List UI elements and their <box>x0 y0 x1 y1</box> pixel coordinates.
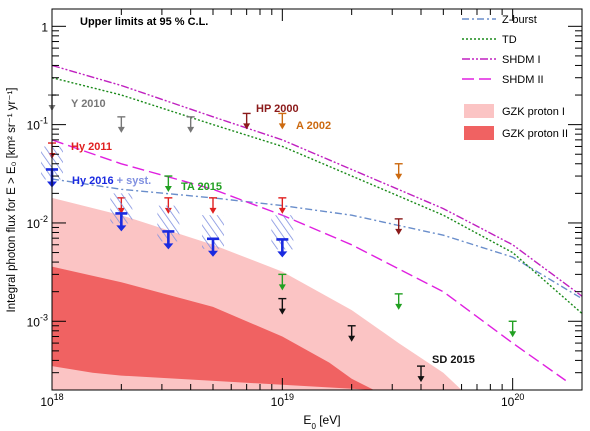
limit-arrow-hy-2016-syst <box>276 238 289 258</box>
upper-limits: Y 2010 HP 2000 A 2002 Hy 2011 TA 2015 SD 2015… <box>41 94 517 383</box>
tick-exp: 18 <box>54 392 64 402</box>
limit-arrow-hy-2016-syst <box>115 212 128 232</box>
limit-head <box>348 335 356 342</box>
limit-arrow-a-2002 <box>278 112 287 130</box>
gzk-bands <box>52 197 462 390</box>
legend-label-td: TD <box>502 34 517 46</box>
limit-head <box>278 123 286 130</box>
y-tick-label: 10-3 <box>27 312 48 329</box>
legend-label-shdm-ii: SHDM II <box>502 74 544 86</box>
limit-label-main: Hy 2016 <box>72 175 117 187</box>
tick-base: 10 <box>27 119 41 133</box>
legend-label-gzk-proton-i: GZK proton I <box>502 106 565 118</box>
tick-base: 10 <box>27 315 41 329</box>
tick-base: 10 <box>501 395 515 409</box>
limit-head <box>243 123 251 130</box>
limit-head <box>395 303 403 310</box>
limit-label: Hy 2016 + syst. <box>72 175 151 187</box>
header-note: Upper limits at 95 % C.L. <box>80 16 208 28</box>
limit-arrow-a-2002 <box>394 163 403 180</box>
y-tick-label: 10-2 <box>27 214 48 231</box>
limit-head <box>278 284 286 291</box>
limit-arrow-sd-2015 <box>417 365 426 383</box>
x-tick-label: 1018 <box>40 392 63 409</box>
limit-arrow-y-2010 <box>117 116 126 133</box>
limit-arrow-hy-2016-syst <box>206 237 219 257</box>
tick-base: 10 <box>40 395 54 409</box>
limit-head <box>278 207 286 214</box>
legend: Z-burst TD SHDM I SHDM II GZK proton I GZK pr… <box>462 14 568 140</box>
limit-arrow-hp-2000 <box>242 112 251 130</box>
series-shdm-ii <box>52 139 567 382</box>
plot-frame <box>51 8 583 391</box>
tick-exp: -2 <box>40 214 48 224</box>
limit-arrow-sd-2015 <box>278 297 287 315</box>
limit-label: Hy 2011 <box>71 141 112 153</box>
y-axis-label: Integral photon flux for E > E₀ [km² sr⁻… <box>6 88 18 313</box>
tick-exp: -3 <box>40 312 48 322</box>
x-tick-label: 1019 <box>271 392 294 409</box>
y-tick-label: 10-1 <box>27 116 48 133</box>
band-gzk-proton-ii <box>52 266 374 390</box>
limit-head <box>116 225 127 232</box>
limit-head <box>417 376 425 383</box>
limit-arrow-hy-2011 <box>278 197 287 214</box>
series-z-burst <box>52 178 582 300</box>
limit-label: A 2002 <box>296 120 331 132</box>
limit-label: SD 2015 <box>432 354 475 366</box>
series-td <box>52 77 582 315</box>
legend-swatch-gzk-proton-i <box>464 104 494 118</box>
limit-label: HP 2000 <box>256 103 299 115</box>
tick-exp: 20 <box>514 392 524 402</box>
limit-arrow-ta-2015 <box>508 320 517 338</box>
syst-band <box>201 215 224 249</box>
syst-band <box>110 193 133 224</box>
series-shdm-i <box>52 64 582 297</box>
limit-head <box>395 173 403 180</box>
limit-head <box>163 243 174 250</box>
tick-base: 1 <box>41 20 48 34</box>
limit-head <box>187 126 195 133</box>
limit-head <box>164 186 172 193</box>
limit-arrow-ta-2015 <box>164 175 173 193</box>
limit-label: TA 2015 <box>181 181 222 193</box>
syst-band <box>271 215 294 250</box>
legend-label-shdm-i: SHDM I <box>502 54 541 66</box>
limit-head <box>209 207 217 214</box>
x-tick-label: 1020 <box>501 392 524 409</box>
limit-arrow-ta-2015 <box>394 293 403 310</box>
limit-arrow-hp-2000 <box>394 218 403 235</box>
legend-swatch-gzk-proton-ii <box>464 126 494 140</box>
limit-head <box>117 126 125 133</box>
tick-exp: -1 <box>40 116 48 126</box>
limit-arrow-ta-2015 <box>278 273 287 291</box>
legend-label-z-burst: Z-burst <box>502 14 537 26</box>
limit-arrow-y-2010 <box>186 116 195 133</box>
legend-label-gzk-proton-ii: GZK proton II <box>502 128 568 140</box>
limit-head <box>278 308 286 315</box>
limit-head <box>395 228 403 235</box>
tick-base: 10 <box>27 217 41 231</box>
tick-base: 10 <box>271 395 285 409</box>
limit-arrow-hy-2011 <box>208 197 217 214</box>
limit-head <box>207 250 218 257</box>
limit-head <box>277 251 288 258</box>
limit-arrow-sd-2015 <box>347 325 356 342</box>
limit-head <box>509 331 517 338</box>
y-tick-label: 1 <box>41 20 48 34</box>
model-curves <box>52 64 582 382</box>
limit-arrow-hy-2016-syst <box>162 230 175 250</box>
limit-label: Y 2010 <box>71 98 106 110</box>
tick-exp: 19 <box>284 392 294 402</box>
limit-label-syst: + syst. <box>117 175 152 187</box>
